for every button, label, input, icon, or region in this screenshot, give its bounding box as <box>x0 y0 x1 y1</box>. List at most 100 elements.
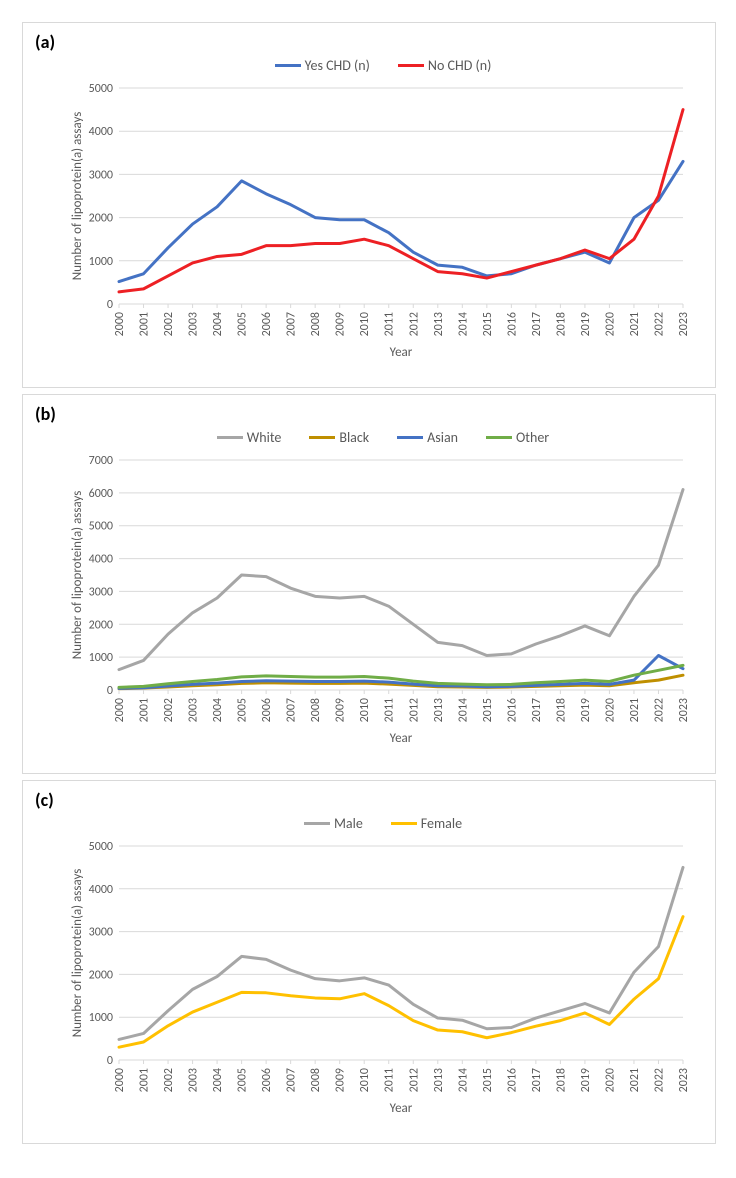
series-line <box>119 490 683 670</box>
legend-label: Male <box>334 815 363 832</box>
x-axis-title: Year <box>390 345 413 360</box>
x-tick-label: 2011 <box>383 1068 397 1092</box>
axis: 0 1000 2000 3000 4000 5000 <box>89 840 113 1068</box>
x-tick-label: 2009 <box>334 698 348 722</box>
x-tick-label: 2011 <box>383 698 397 722</box>
x-tick-label: 2002 <box>162 698 176 722</box>
y-tick-label: 0 <box>107 298 113 312</box>
chart-b: White Black Asian Other 2000 2001 2002 2003 200… <box>23 395 715 756</box>
y-tick-label: 2000 <box>89 968 113 982</box>
x-tick-label: 2009 <box>334 1068 348 1092</box>
axis: 01000200030004000500060007000 <box>89 454 113 698</box>
x-tick-label: 2020 <box>603 312 617 336</box>
x-tick-label: 2021 <box>628 698 642 722</box>
x-tick-label: 2007 <box>285 698 299 722</box>
y-tick-label: 4000 <box>89 125 113 139</box>
chart-c-svg: 2000200120022003200420052006200720082009… <box>71 840 691 1118</box>
x-tick-label: 2015 <box>481 312 495 336</box>
x-tick-label: 2019 <box>579 1068 593 1092</box>
y-tick-label: 5000 <box>89 520 113 534</box>
x-tick-label: 2004 <box>211 1068 225 1092</box>
x-tick-label: 2004 <box>211 698 225 722</box>
x-tick-label: 2010 <box>358 312 372 336</box>
x-tick-label: 2013 <box>432 312 446 336</box>
x-tick-label: 2006 <box>260 312 274 336</box>
x-tick-label: 2012 <box>407 312 421 336</box>
legend-item: White <box>217 429 282 446</box>
grid <box>119 846 683 1060</box>
x-tick-label: 2017 <box>530 698 544 722</box>
legend-item: Asian <box>397 429 458 446</box>
panel-label-a: (a) <box>35 31 55 53</box>
legend-swatch <box>275 64 301 67</box>
x-tick-label: 2018 <box>554 698 568 722</box>
x-tick-label: 2015 <box>481 1068 495 1092</box>
legend-item: Black <box>309 429 369 446</box>
y-tick-label: 0 <box>107 1054 113 1068</box>
x-tick-label: 2019 <box>579 312 593 336</box>
grid <box>119 88 683 304</box>
x-axis-title: Year <box>390 731 413 746</box>
x-tick-label: 2003 <box>187 698 201 722</box>
series-line <box>119 110 683 292</box>
legend-item: Male <box>304 815 363 832</box>
x-tick-label: 2014 <box>456 698 470 722</box>
legend-b: White Black Asian Other <box>71 429 695 446</box>
legend-label: Yes CHD (n) <box>305 57 370 74</box>
y-tick-label: 3000 <box>89 926 113 940</box>
panel-c: (c) MaleFemale 2000200120022003200420052… <box>22 780 716 1144</box>
legend-c: Male Female <box>71 815 695 832</box>
legend-item: No CHD (n) <box>398 57 491 74</box>
y-tick-label: 5000 <box>89 840 113 854</box>
x-tick-label: 2021 <box>628 1068 642 1092</box>
chart-a: Yes CHD (n)No CHD (n) 200020012002200320… <box>23 23 715 370</box>
y-tick-label: 2000 <box>89 618 113 632</box>
x-tick-label: 2006 <box>260 698 274 722</box>
x-tick-label: 2002 <box>162 1068 176 1092</box>
x-tick-label: 2016 <box>505 1068 519 1092</box>
x-tick-label: 2007 <box>285 1068 299 1092</box>
x-tick-label: 2008 <box>309 312 323 336</box>
x-tick-label: 2018 <box>554 312 568 336</box>
chart-a-svg: 2000200120022003200420052006200720082009… <box>71 82 691 362</box>
y-tick-label: 1000 <box>89 1011 113 1025</box>
x-tick-label: 2023 <box>677 312 691 336</box>
x-tick-label: 2017 <box>530 1068 544 1092</box>
panel-b: (b) White Black Asian Other 2000 2001 2002 200… <box>22 394 716 774</box>
x-tick-label: 2009 <box>334 312 348 336</box>
panel-label-b: (b) <box>35 403 56 425</box>
series-line <box>119 656 683 689</box>
legend-label: Black <box>339 429 369 446</box>
x-tick-label: 2003 <box>187 312 201 336</box>
y-tick-label: 4000 <box>89 883 113 897</box>
y-axis-title: Number of lipoprotein(a) assays <box>71 491 85 660</box>
x-tick-label: 2008 <box>309 698 323 722</box>
y-tick-label: 7000 <box>89 454 113 468</box>
series-line <box>119 161 683 281</box>
figure-container: { "years": [2000,2001,2002,2003,2004,200… <box>0 0 736 1170</box>
x-tick-label: 2015 <box>481 698 495 722</box>
legend-item: Female <box>391 815 462 832</box>
axis: 010002000300040005000 <box>89 82 113 312</box>
x-tick-label: 2010 <box>358 1068 372 1092</box>
x-tick-label: 2001 <box>138 698 152 722</box>
x-tick-label: 2005 <box>236 1068 250 1092</box>
legend-item: Other <box>486 429 549 446</box>
legend-label: No CHD (n) <box>428 57 491 74</box>
x-tick-label: 2022 <box>652 698 666 722</box>
y-tick-label: 1000 <box>89 255 113 269</box>
x-tick-label: 2000 <box>113 698 127 722</box>
x-tick-label: 2012 <box>407 698 421 722</box>
x-tick-label: 2011 <box>383 312 397 336</box>
x-tick-label: 2013 <box>432 1068 446 1092</box>
legend-label: Asian <box>427 429 458 446</box>
y-tick-label: 0 <box>107 684 113 698</box>
legend-swatch <box>398 64 424 67</box>
x-tick-label: 2014 <box>456 1068 470 1092</box>
legend-label: Female <box>421 815 462 832</box>
y-tick-label: 1000 <box>89 651 113 665</box>
y-tick-label: 6000 <box>89 487 113 501</box>
x-tick-label: 2019 <box>579 698 593 722</box>
x-tick-label: 2005 <box>236 312 250 336</box>
y-tick-label: 3000 <box>89 585 113 599</box>
